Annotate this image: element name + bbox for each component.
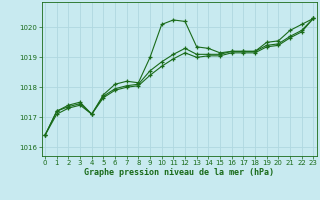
X-axis label: Graphe pression niveau de la mer (hPa): Graphe pression niveau de la mer (hPa) [84, 168, 274, 177]
